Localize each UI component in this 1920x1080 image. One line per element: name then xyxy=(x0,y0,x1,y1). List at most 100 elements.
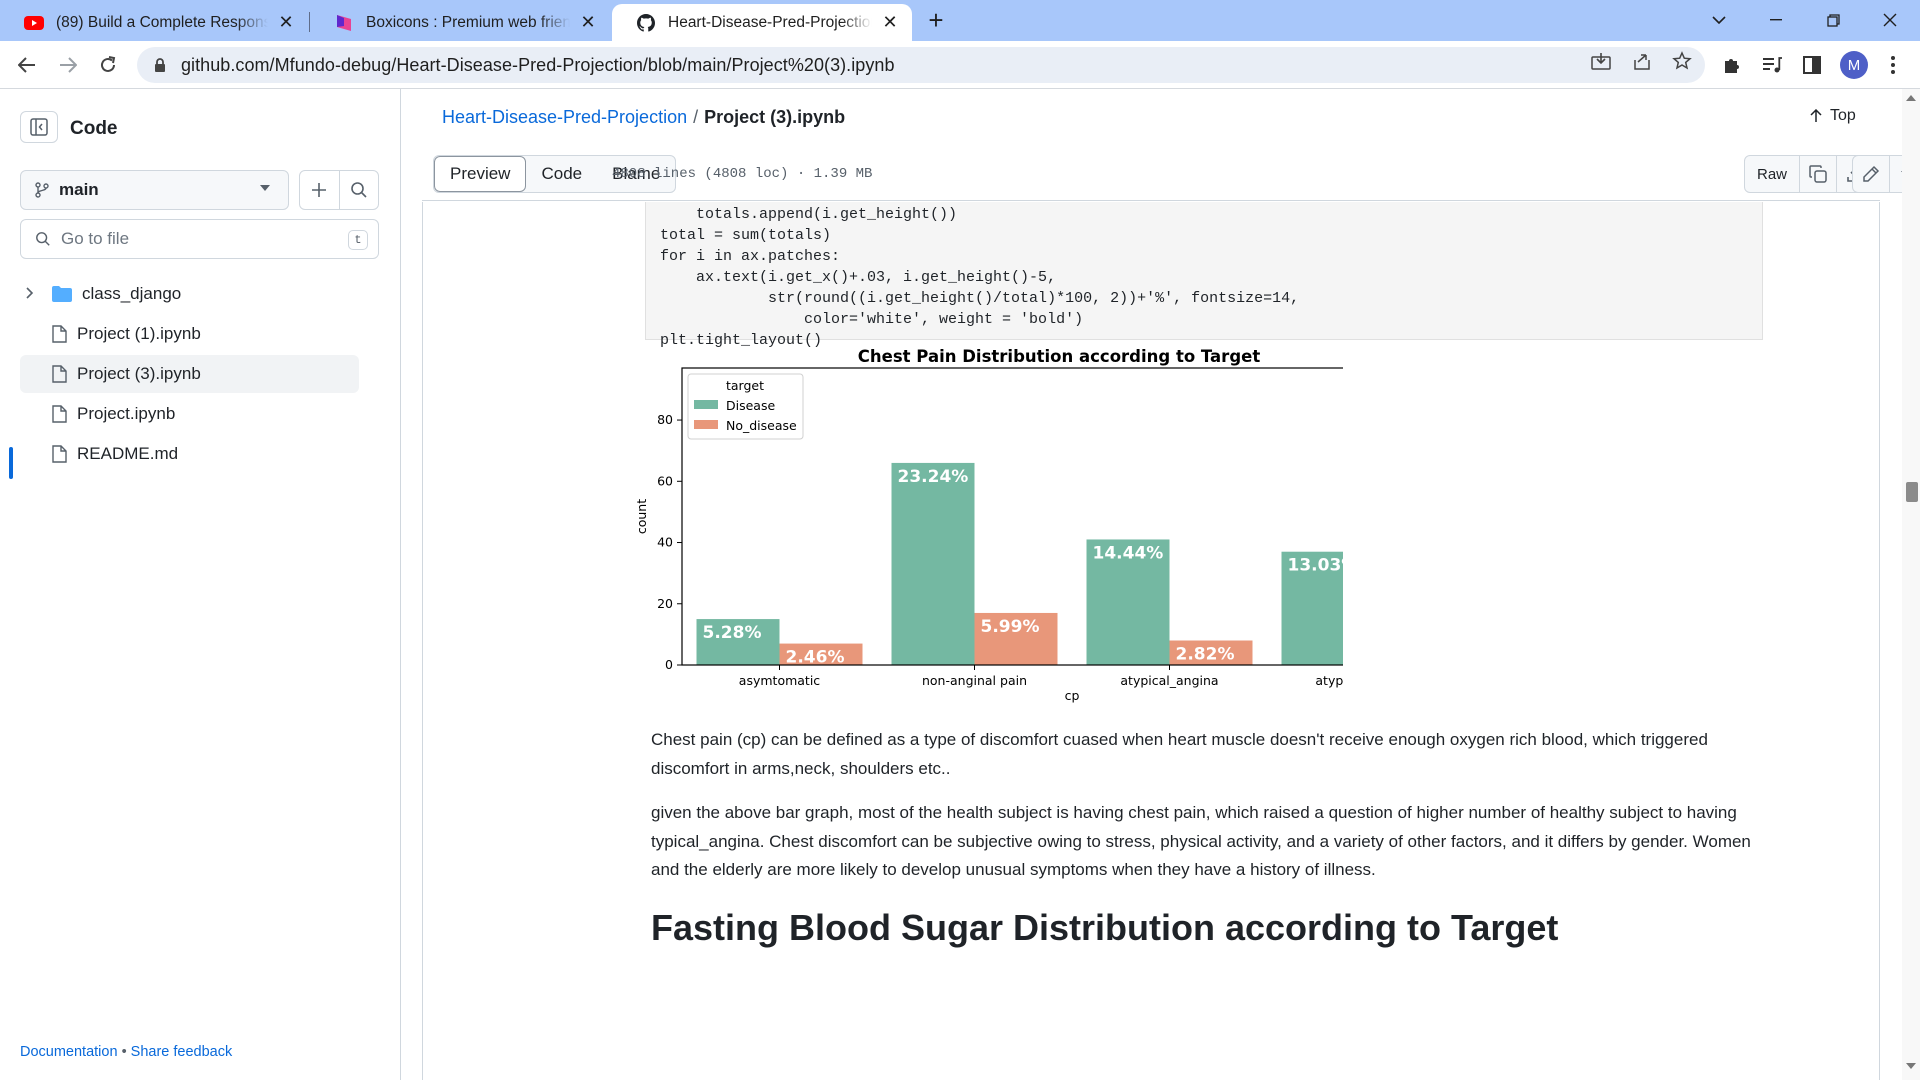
notebook-preview: totals.append(i.get_height()) total = su… xyxy=(422,202,1880,1080)
tab-blame[interactable]: Blame xyxy=(612,164,661,183)
new-tab-plus-icon[interactable]: + xyxy=(928,5,944,35)
collapse-sidebar-button[interactable] xyxy=(20,111,58,143)
tree-item-project[interactable]: Project.ipynb xyxy=(20,395,359,433)
x-tick-label-0: asymtomatic xyxy=(739,673,821,688)
legend-label-1: No_disease xyxy=(726,418,797,433)
file-icon xyxy=(52,445,67,463)
git-branch-icon xyxy=(35,182,49,198)
file-tree-sidebar: Code main Go to file t class_django Proj… xyxy=(0,89,401,1080)
sidebar-action-group xyxy=(299,170,379,210)
code-cell: totals.append(i.get_height()) total = su… xyxy=(645,202,1763,349)
chevron-right-icon xyxy=(26,286,40,302)
github-icon xyxy=(636,13,656,33)
plus-icon xyxy=(312,183,326,197)
bar-no-disease-0 xyxy=(779,643,863,665)
search-files-button[interactable] xyxy=(339,170,379,210)
x-tick-label-2: atypical_angina xyxy=(1120,673,1218,688)
minimize-icon[interactable] xyxy=(1762,6,1790,34)
code-line-6: color='white', weight = 'bold') xyxy=(660,311,1084,328)
profile-avatar[interactable]: M xyxy=(1840,51,1868,79)
legend-swatch-1 xyxy=(694,420,718,429)
bar-no-disease-1 xyxy=(974,612,1058,665)
file-header-bar: Preview Code Blame 4808 lines (4808 loc)… xyxy=(422,151,1920,201)
chart-title: Chest Pain Distribution according to Tar… xyxy=(858,347,1261,366)
lock-icon xyxy=(155,58,165,72)
install-app-icon[interactable] xyxy=(1590,50,1612,72)
browser-tabstrip: (89) Build a Complete Responsive ✕ Boxic… xyxy=(0,0,1920,41)
extensions-puzzle-icon[interactable] xyxy=(1720,53,1744,77)
y-axis-label: count xyxy=(634,499,649,534)
tab-title: Heart-Disease-Pred-Projection/P xyxy=(668,13,872,31)
edit-button[interactable] xyxy=(1853,156,1889,192)
go-to-file-input[interactable]: Go to file t xyxy=(20,219,379,259)
browser-tab-youtube[interactable]: (89) Build a Complete Responsive ✕ xyxy=(0,4,308,41)
file-icon xyxy=(52,325,67,343)
legend-label-0: Disease xyxy=(726,398,775,413)
tree-item-class-django[interactable]: class_django xyxy=(20,275,359,313)
bar-value-label: 5.28% xyxy=(703,623,762,643)
back-to-top-button[interactable]: Top xyxy=(1810,107,1856,125)
x-tick-label-1: non-anginal pain xyxy=(922,673,1027,688)
tab-preview[interactable]: Preview xyxy=(434,156,527,192)
page-scrollbar[interactable] xyxy=(1902,89,1920,1080)
browser-tab-github[interactable]: Heart-Disease-Pred-Projection/P ✕ xyxy=(612,4,912,41)
back-arrow-icon[interactable] xyxy=(13,51,41,79)
file-icon xyxy=(52,365,67,383)
search-icon xyxy=(36,232,50,246)
tab-title: Boxicons : Premium web friendly xyxy=(366,13,570,31)
file-icon xyxy=(52,405,67,423)
branch-selector[interactable]: main xyxy=(20,170,289,210)
tab-code[interactable]: Code xyxy=(541,164,583,183)
scrollbar-thumb[interactable] xyxy=(1906,482,1918,502)
breadcrumb-repo-link[interactable]: Heart-Disease-Pred-Projection xyxy=(442,107,688,127)
y-tick-label-4: 80 xyxy=(657,412,673,427)
bar-value-label: 2.46% xyxy=(786,648,845,668)
close-icon[interactable]: ✕ xyxy=(580,12,596,32)
restore-icon[interactable] xyxy=(1819,6,1847,34)
legend-title: target xyxy=(726,378,764,393)
bar-disease-2 xyxy=(1086,539,1170,665)
bookmark-star-icon[interactable] xyxy=(1671,50,1693,72)
address-bar[interactable]: github.com/Mfundo-debug/Heart-Disease-Pr… xyxy=(137,47,1705,83)
x-axis-label: cp xyxy=(1065,688,1080,703)
window-close-icon[interactable] xyxy=(1876,6,1904,34)
sidebar-footer: Documentation • Share feedback xyxy=(20,1044,232,1060)
add-file-button[interactable] xyxy=(299,170,339,210)
copy-icon xyxy=(1809,165,1827,183)
url-text: github.com/Mfundo-debug/Heart-Disease-Pr… xyxy=(181,54,895,75)
y-tick-label-3: 60 xyxy=(657,473,673,488)
go-to-file-placeholder: Go to file xyxy=(61,229,130,248)
chest-pain-chart: Chest Pain Distribution according to Tar… xyxy=(623,342,1463,772)
documentation-link[interactable]: Documentation xyxy=(20,1044,118,1060)
media-control-icon[interactable] xyxy=(1760,53,1784,77)
menu-dots-icon[interactable] xyxy=(1881,53,1905,77)
close-icon[interactable]: ✕ xyxy=(882,12,898,32)
share-feedback-link[interactable]: Share feedback xyxy=(130,1044,233,1060)
tree-item-project-1[interactable]: Project (1).ipynb xyxy=(20,315,359,353)
raw-button[interactable]: Raw xyxy=(1757,165,1788,183)
file-meta-info: 4808 lines (4808 loc) · 1.39 MB xyxy=(612,166,873,182)
browser-tab-boxicons[interactable]: Boxicons : Premium web friendly ✕ xyxy=(310,4,610,41)
tree-item-label: class_django xyxy=(82,284,182,303)
arrow-up-icon xyxy=(1810,109,1822,122)
scroll-down-arrow-icon[interactable] xyxy=(1906,1063,1916,1069)
tree-item-project-3[interactable]: Project (3).ipynb xyxy=(20,355,359,393)
markdown-heading: Fasting Blood Sugar Distribution accordi… xyxy=(651,907,1559,948)
close-icon[interactable]: ✕ xyxy=(278,12,294,32)
tree-item-readme[interactable]: README.md xyxy=(20,435,359,473)
code-line-3: for i in ax.patches: xyxy=(660,248,841,265)
bar-value-label: 14.44% xyxy=(1093,543,1164,563)
share-icon[interactable] xyxy=(1631,50,1653,72)
copy-button[interactable] xyxy=(1799,156,1836,192)
reload-icon[interactable] xyxy=(94,51,122,79)
scroll-up-arrow-icon[interactable] xyxy=(1906,95,1916,101)
side-panel-icon[interactable] xyxy=(1800,53,1824,77)
forward-arrow-icon[interactable] xyxy=(54,51,82,79)
sidebar-collapse-icon xyxy=(30,118,48,136)
active-item-indicator xyxy=(9,447,13,479)
y-tick-label-2: 40 xyxy=(657,535,673,550)
browser-toolbar: github.com/Mfundo-debug/Heart-Disease-Pr… xyxy=(0,41,1920,89)
youtube-icon xyxy=(24,13,44,33)
tab-search-chevron-icon[interactable] xyxy=(1705,6,1733,34)
keyboard-shortcut-hint: t xyxy=(348,230,368,250)
